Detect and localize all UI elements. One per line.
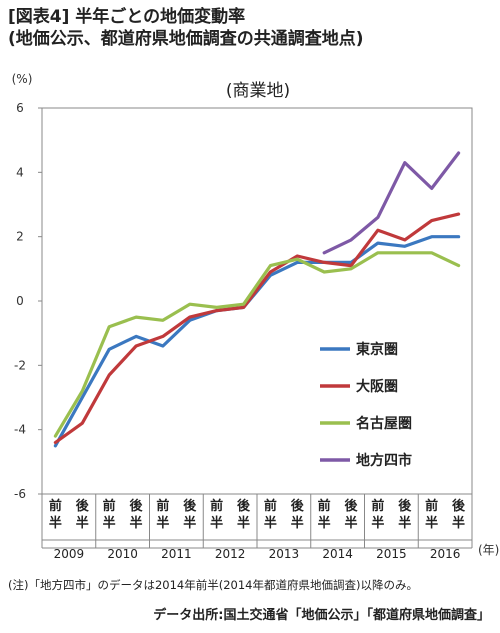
half-label-top: 前 [49,498,62,514]
half-label-bottom: 半 [371,515,384,531]
y-tick-label: 4 [16,165,24,179]
half-label-bottom: 半 [237,515,250,531]
x-axis-label: (年) [478,543,499,557]
series-line-1 [53,235,461,448]
legend-label: 名古屋圏 [356,415,412,432]
y-axis-label: (%) [12,72,33,86]
half-label-bottom: 半 [345,515,358,531]
series-line-3 [53,251,461,438]
half-label-top: 前 [264,498,277,514]
half-label-bottom: 半 [291,515,304,531]
half-label-bottom: 半 [210,515,223,531]
half-label-top: 後 [76,498,90,514]
half-label-top: 前 [425,498,438,514]
half-label-top: 後 [130,498,144,514]
y-tick-label: 2 [16,230,24,244]
chart-title: (商業地) [226,81,290,101]
half-label-top: 前 [103,498,116,514]
y-tick-label: -6 [14,487,26,501]
y-tick-label: 6 [16,101,24,115]
half-label-bottom: 半 [264,515,277,531]
half-label-top: 後 [398,498,412,514]
half-label-bottom: 半 [425,515,438,531]
half-label-top: 前 [156,498,169,514]
half-label-top: 後 [291,498,305,514]
year-label: 2012 [215,547,246,561]
year-label: 2014 [322,547,353,561]
year-label: 2013 [269,547,300,561]
half-label-bottom: 半 [183,515,196,531]
title-block: [図表4] 半年ごとの地価変動率 (地価公示、都道府県地価調査の共通調査地点) [8,6,494,50]
half-label-bottom: 半 [318,515,331,531]
legend-label: 東京圏 [356,341,398,358]
figure-subtitle: (地価公示、都道府県地価調査の共通調査地点) [8,29,364,49]
line-chart: 6420-2-4-6(%)(商業地)前半後半前半後半前半後半前半後半前半後半前半… [12,72,500,561]
year-label: 2011 [161,547,192,561]
half-label-bottom: 半 [156,515,169,531]
half-label-bottom: 半 [398,515,411,531]
data-source: データ出所:国土交通省「地価公示」「都道府県地価調査」 [153,608,490,623]
year-label: 2015 [376,547,407,561]
half-label-bottom: 半 [130,515,143,531]
series-line-2 [53,212,461,445]
half-label-top: 後 [237,498,251,514]
footnote: (注)「地方四市」のデータは2014年前半(2014年都道府県地価調査)以降のみ… [8,578,418,592]
half-label-top: 前 [318,498,331,514]
y-tick-label: 0 [16,294,24,308]
series-line-4 [322,151,461,255]
year-label: 2010 [107,547,138,561]
y-tick-label: -2 [14,358,26,372]
half-label-top: 前 [371,498,384,514]
year-label: 2009 [54,547,85,561]
half-label-top: 後 [345,498,359,514]
legend-label: 地方四市 [356,452,412,469]
half-label-top: 後 [183,498,197,514]
year-label: 2016 [430,547,461,561]
y-tick-label: -4 [14,423,26,437]
half-label-top: 後 [452,498,466,514]
half-label-bottom: 半 [49,515,62,531]
half-label-bottom: 半 [452,515,465,531]
half-label-bottom: 半 [76,515,89,531]
half-label-bottom: 半 [103,515,116,531]
legend-label: 大阪圏 [356,378,398,395]
half-label-top: 前 [210,498,223,514]
figure-title: [図表4] 半年ごとの地価変動率 [8,7,246,27]
